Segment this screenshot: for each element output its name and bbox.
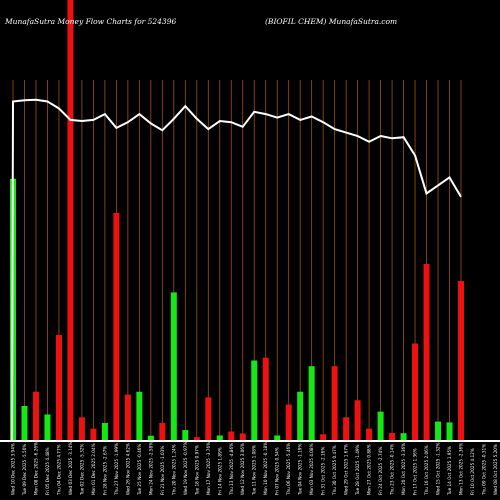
x-tick-label: Mon 03 Nov 2025 4.08% — [309, 443, 314, 495]
x-tick-label: Fri 28 Nov 2025 -2.67% — [102, 446, 107, 495]
x-tick-label: Tue 11 Nov 2025 1.08% — [252, 445, 257, 496]
money-flow-bar — [113, 212, 120, 440]
x-tick-label: Thu 13 Nov 2025 -4.86% — [229, 443, 234, 496]
money-flow-bar — [262, 357, 269, 440]
x-tick-label: Tue 18 Nov 2025 0.97% — [194, 445, 199, 496]
x-tick-label: Wed 08 Oct 2025 5.20% — [493, 444, 498, 495]
money-flow-bar — [228, 431, 235, 440]
x-tick-label: Thu 04 Dec 2025 4.77% — [56, 444, 61, 496]
x-tick-label: Mon 13 Oct 2025 -2.36% — [459, 443, 464, 495]
money-flow-bar — [136, 391, 143, 440]
x-tick-label: Thu 30 Oct 2025 0.47% — [332, 445, 337, 496]
money-flow-bar — [101, 422, 108, 440]
x-tick-label: Mon 10 Nov 2025 -0.18% — [263, 442, 268, 495]
x-tick-label: Fri 17 Oct 2025 1.36% — [413, 448, 418, 495]
x-tick-label: Wed 03 Dec 2025 -3.14% — [68, 442, 73, 495]
money-flow-bar — [205, 397, 212, 440]
money-flow-bar — [216, 435, 223, 440]
x-tick-label: Thu 27 Nov 2025 -1.99% — [114, 443, 119, 496]
money-flow-bar — [285, 404, 292, 440]
x-tick-label: Wed 29 Oct 2025 1.67% — [344, 444, 349, 495]
money-flow-bar — [90, 428, 97, 440]
x-tick-label: Fri 05 Dec 2025 4.48% — [45, 447, 50, 495]
x-tick-label: Fri 31 Oct 2025 -2.16% — [321, 447, 326, 495]
money-flow-bar — [308, 366, 315, 440]
x-tick-label: Tue 14 Oct 2025 1.95% — [447, 446, 452, 496]
x-tick-label: Tue 25 Nov 2025 -0.46% — [137, 444, 142, 496]
money-flow-bar — [170, 292, 177, 440]
x-tick-label: Fri 14 Nov 2025 1.89% — [217, 447, 222, 495]
money-flow-bar — [297, 391, 304, 440]
money-flow-bar — [354, 400, 361, 440]
chart-title-left: MunafaSutra Money Flow Charts for 524396 — [4, 17, 176, 26]
x-tick-label: Mon 17 Nov 2025 -3.76% — [206, 442, 211, 495]
money-flow-bar — [182, 430, 189, 440]
money-flow-bar — [32, 391, 39, 440]
price-line-group — [11, 98, 462, 441]
x-tick-label: Fri 10 Oct 2025 4.12% — [470, 448, 475, 495]
money-flow-bar — [78, 417, 85, 440]
money-flow-bar — [67, 0, 74, 440]
x-tick-label: Thu 20 Nov 2025 1.24% — [171, 444, 176, 496]
money-flow-bar — [21, 405, 28, 440]
x-tick-label: Fri 21 Nov 2025 -1.03% — [160, 446, 165, 495]
x-tick-label: Thu 09 Oct 2025 -0.31% — [482, 444, 487, 496]
x-tick-label: Mon 01 Dec 2025 2.04% — [91, 443, 96, 495]
x-tick-label: Tue 04 Nov 2025 -1.19% — [298, 444, 303, 496]
money-flow-bar — [320, 434, 327, 440]
x-tick-label: Mon 27 Oct 2025 0.88% — [367, 444, 372, 495]
money-flow-bar — [331, 366, 338, 440]
x-tick-label: Fri 07 Nov 2025 0.54% — [275, 447, 280, 495]
x-tick-label: Tue 09 Dec 2025 -5.50% — [22, 444, 27, 496]
money-flow-bar — [400, 433, 407, 440]
x-tick-label: Mon 24 Nov 2025 -2.58% — [148, 442, 153, 495]
money-flow-bar — [147, 435, 154, 440]
x-tick-label: Thu 16 Oct 2025 2.06% — [424, 445, 429, 496]
x-tick-label: Tue 02 Dec 2025 -5.32% — [79, 444, 84, 496]
money-flow-bar — [412, 343, 419, 440]
x-tick-label: Fri 24 Oct 2025 -2.74% — [378, 447, 383, 495]
x-tick-label: Wed 15 Oct 2025 -1.32% — [436, 442, 441, 495]
x-tick-label: Wed 12 Nov 2025 3.06% — [240, 443, 245, 495]
money-flow-bar — [389, 432, 396, 440]
price-line — [11, 98, 462, 441]
money-flow-bar — [446, 422, 453, 440]
x-tick-labels: Wed 10 Dec 2025 3.94% Tue 09 Dec 2025 -5.… — [11, 442, 499, 496]
x-tick-label: Mon 20 Oct 2025 -3.36% — [401, 443, 406, 495]
x-tick-label: Thu 06 Nov 2025 -5.46% — [286, 443, 291, 496]
x-tick-label: Wed 10 Dec 2025 3.94% — [11, 443, 16, 495]
money-flow-bar — [458, 281, 464, 440]
money-flow-bar — [44, 414, 51, 440]
money-flow-bar — [193, 437, 200, 440]
x-tick-label: Tue 28 Oct 2025 -1.49% — [355, 444, 360, 496]
x-tick-label: Wed 26 Nov 2025 4.62% — [125, 443, 130, 495]
money-flow-bar — [343, 417, 350, 440]
money-flow-bar — [366, 428, 373, 440]
money-flow-bar — [435, 421, 442, 440]
money-flow-bar — [377, 411, 384, 440]
money-flow-bar — [159, 422, 166, 440]
chart-title-right: (BIOFIL CHEM) MunafaSutra.com — [265, 17, 397, 26]
x-tick-label: Wed 19 Nov 2025 -0.97% — [183, 442, 188, 495]
money-flow-bar — [251, 360, 258, 440]
x-tick-label: Mon 08 Dec 2025 -6.26% — [34, 442, 39, 495]
money-flow-bar — [274, 435, 281, 440]
money-flow-bar — [239, 433, 246, 440]
baseline — [0, 440, 500, 442]
money-flow-bar — [423, 264, 430, 440]
money-flow-bar — [124, 394, 131, 440]
x-tick-label: Thu 23 Oct 2025 -0.14% — [390, 444, 395, 496]
money-flow-bar — [55, 334, 62, 440]
